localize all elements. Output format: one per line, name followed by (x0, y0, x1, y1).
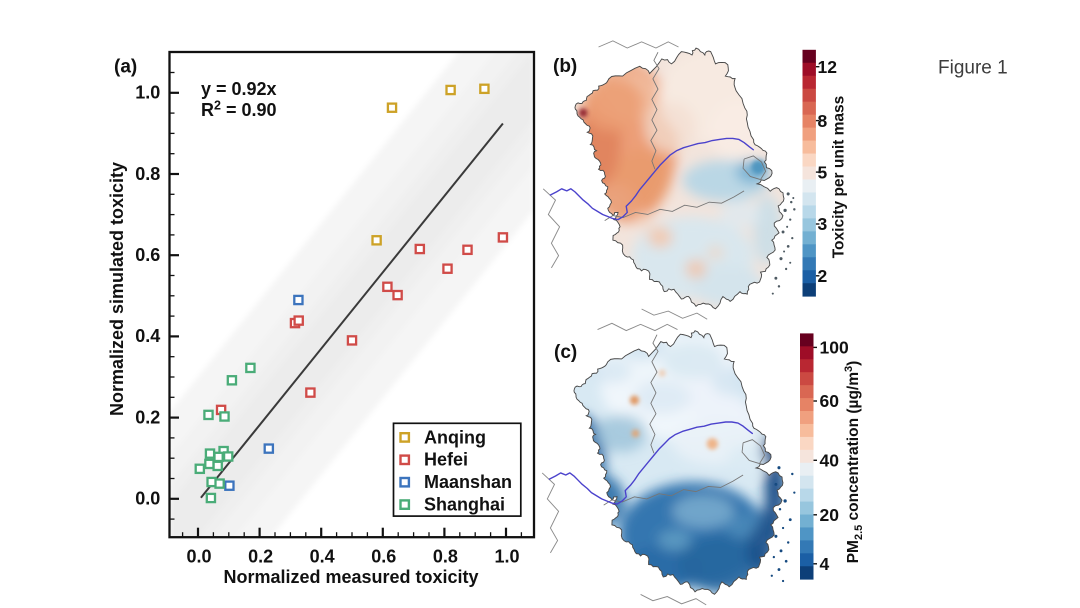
svg-text:0.4: 0.4 (310, 546, 335, 566)
svg-text:Normalized simulated toxicity: Normalized simulated toxicity (107, 162, 127, 416)
svg-text:Hefei: Hefei (424, 450, 468, 470)
svg-text:Figure 1: Figure 1 (938, 58, 1008, 79)
svg-text:y = 0.92x: y = 0.92x (201, 79, 277, 99)
svg-text:0.4: 0.4 (135, 326, 160, 346)
svg-text:Shanghai: Shanghai (424, 495, 505, 515)
svg-text:2: 2 (818, 266, 828, 286)
svg-text:Toxicity per unit mass: Toxicity per unit mass (831, 96, 848, 259)
svg-text:0.6: 0.6 (135, 245, 160, 265)
svg-text:R2 = 0.90: R2 = 0.90 (201, 99, 277, 121)
svg-text:3: 3 (818, 214, 828, 234)
svg-text:Anqing: Anqing (424, 427, 486, 447)
svg-text:Maanshan: Maanshan (424, 472, 512, 492)
svg-text:60: 60 (820, 391, 840, 411)
svg-text:5: 5 (818, 162, 828, 182)
svg-text:4: 4 (820, 554, 830, 574)
svg-text:0.2: 0.2 (135, 407, 160, 427)
svg-text:0.0: 0.0 (135, 489, 160, 509)
svg-text:8: 8 (818, 111, 828, 131)
svg-text:1.0: 1.0 (135, 83, 160, 103)
svg-text:0.8: 0.8 (135, 164, 160, 184)
svg-text:(a): (a) (114, 57, 137, 78)
svg-text:PM2.5 concentration (µg/m3): PM2.5 concentration (µg/m3) (843, 361, 865, 564)
svg-text:0.0: 0.0 (186, 546, 211, 566)
svg-text:0.6: 0.6 (371, 546, 396, 566)
svg-text:40: 40 (820, 451, 840, 471)
svg-text:1.0: 1.0 (494, 546, 519, 566)
svg-text:0.2: 0.2 (248, 546, 273, 566)
svg-text:20: 20 (820, 505, 840, 525)
svg-text:12: 12 (818, 57, 838, 77)
svg-text:Normalized measured toxicity: Normalized measured toxicity (223, 567, 478, 587)
svg-text:(b): (b) (553, 56, 577, 77)
svg-text:0.8: 0.8 (433, 546, 458, 566)
svg-text:(c): (c) (554, 342, 577, 363)
svg-text:100: 100 (820, 338, 849, 358)
